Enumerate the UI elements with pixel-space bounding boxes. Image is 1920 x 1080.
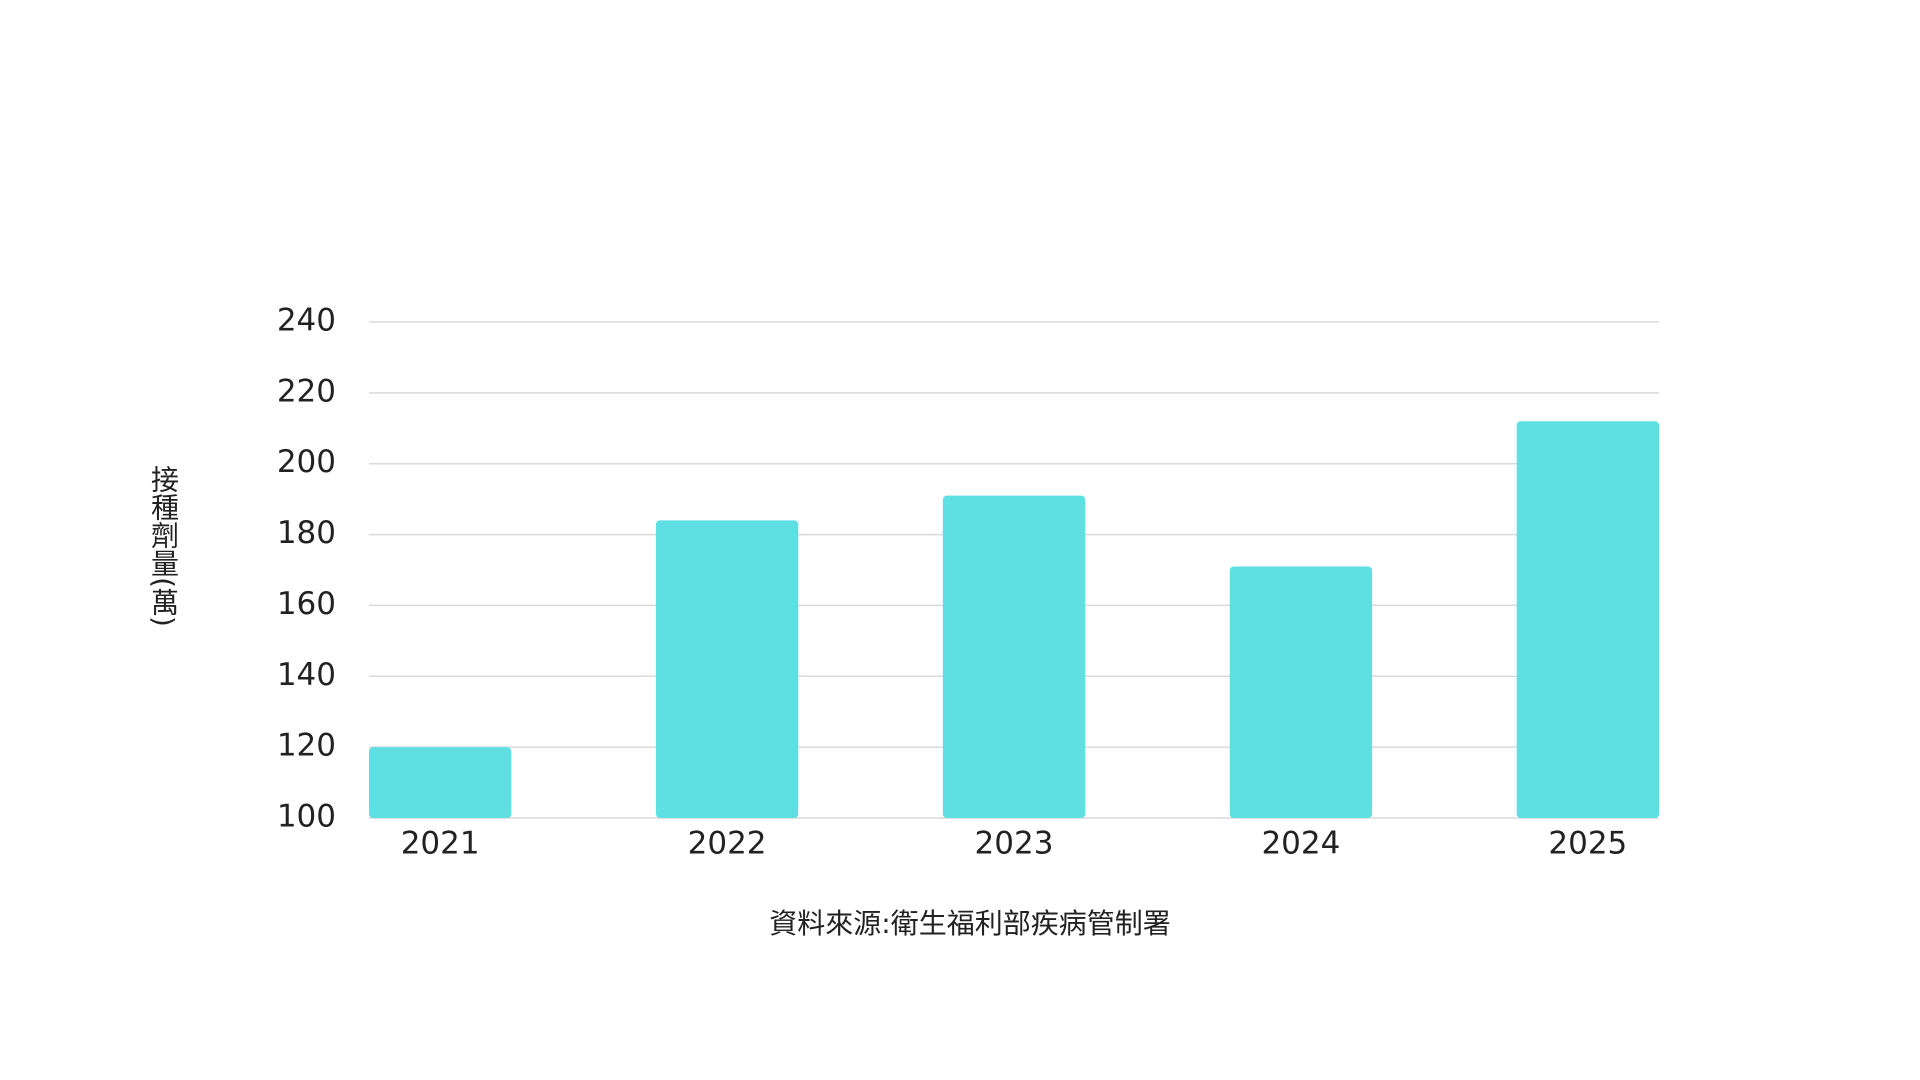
x-tick-label: 2023 <box>975 826 1054 862</box>
source-note: 資料來源:衛生福利部疾病管制署 <box>769 907 1170 940</box>
bar <box>655 520 799 818</box>
y-tick-label: 200 <box>277 444 336 480</box>
bar <box>369 747 512 818</box>
y-tick-label: 180 <box>277 515 336 551</box>
bar <box>1516 421 1659 818</box>
y-tick-label: 140 <box>277 657 336 693</box>
y-tick-label: 240 <box>277 303 336 339</box>
y-tick-label: 120 <box>277 728 336 764</box>
y-axis-label: 接種劑量(萬) <box>147 465 180 627</box>
y-tick-label: 100 <box>277 799 336 835</box>
x-tick-label: 2022 <box>688 826 767 862</box>
x-tick-label: 2025 <box>1548 826 1627 862</box>
x-tick-label: 2024 <box>1261 826 1340 862</box>
y-tick-label: 160 <box>277 586 336 622</box>
y-tick-label: 220 <box>277 373 336 409</box>
bar <box>1229 566 1373 818</box>
bar <box>942 495 1086 818</box>
x-tick-label: 2021 <box>401 826 480 862</box>
